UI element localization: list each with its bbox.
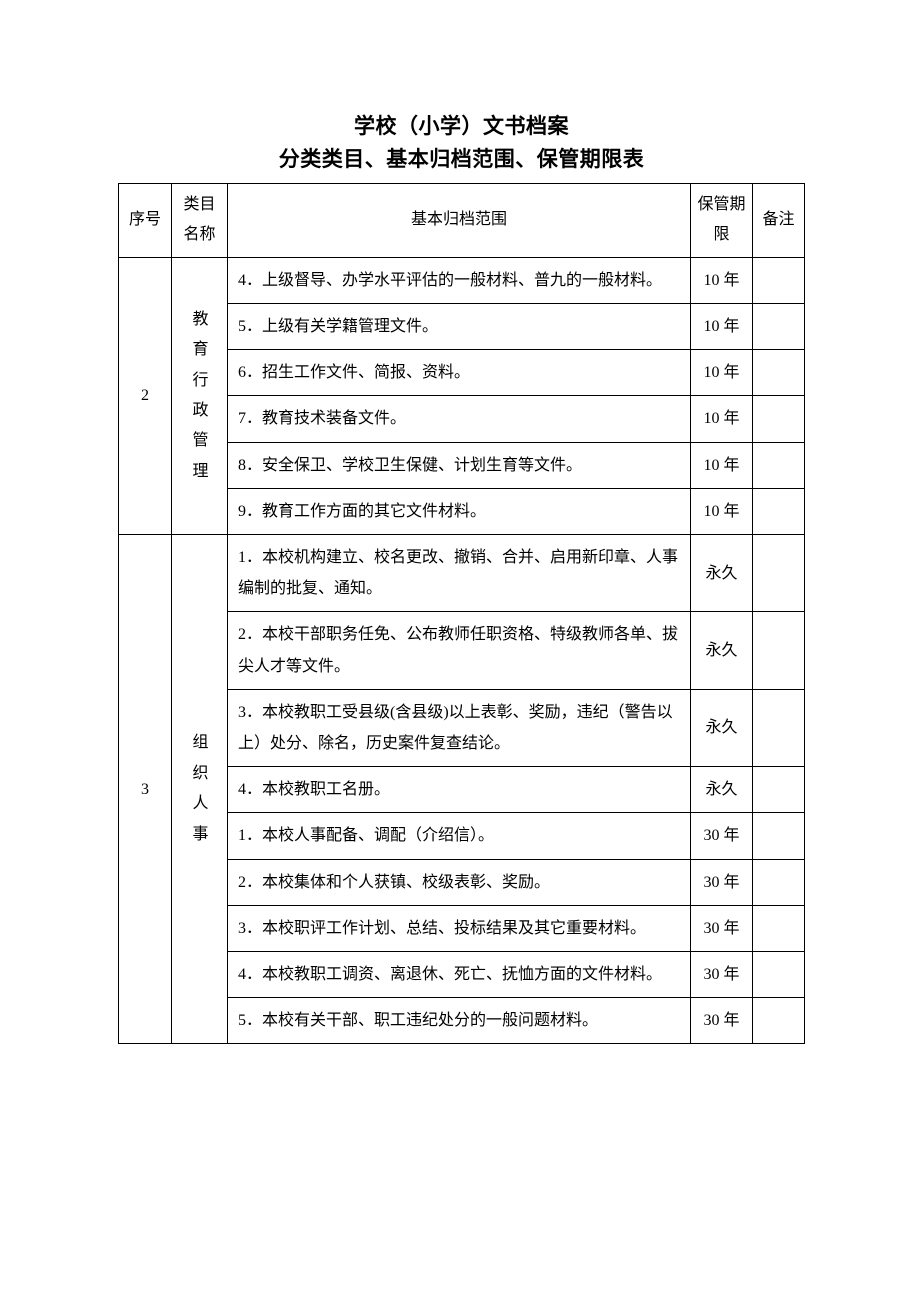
category-text: 组织人事	[192, 734, 208, 842]
retention-cell: 10 年	[691, 350, 753, 396]
header-note: 备注	[753, 184, 805, 258]
document-title-block: 学校（小学）文书档案 分类类目、基本归档范围、保管期限表	[118, 110, 805, 175]
note-cell	[753, 813, 805, 859]
desc-cell: 9．教育工作方面的其它文件材料。	[228, 488, 691, 534]
retention-cell: 30 年	[691, 813, 753, 859]
retention-cell: 10 年	[691, 304, 753, 350]
category-text: 教育行政管理	[192, 311, 208, 480]
note-cell	[753, 998, 805, 1044]
note-cell	[753, 905, 805, 951]
title-line-1: 学校（小学）文书档案	[118, 110, 805, 143]
header-desc: 基本归档范围	[228, 184, 691, 258]
seq-cell: 2	[119, 257, 172, 534]
desc-cell: 3．本校职评工作计划、总结、投标结果及其它重要材料。	[228, 905, 691, 951]
note-cell	[753, 612, 805, 689]
note-cell	[753, 350, 805, 396]
desc-cell: 7．教育技术装备文件。	[228, 396, 691, 442]
header-category: 类目名称	[172, 184, 228, 258]
seq-cell: 3	[119, 535, 172, 1044]
retention-cell: 30 年	[691, 998, 753, 1044]
retention-cell: 10 年	[691, 488, 753, 534]
table-body: 2 教育行政管理 4．上级督导、办学水平评估的一般材料、普九的一般材料。 10 …	[119, 257, 805, 1043]
desc-cell: 2．本校干部职务任免、公布教师任职资格、特级教师各单、拔尖人才等文件。	[228, 612, 691, 689]
desc-cell: 1．本校机构建立、校名更改、撤销、合并、启用新印章、人事编制的批复、通知。	[228, 535, 691, 612]
category-cell: 组织人事	[172, 535, 228, 1044]
archive-table: 序号 类目名称 基本归档范围 保管期限 备注 2 教育行政管理 4．上级督导、办…	[118, 183, 805, 1044]
desc-cell: 4．本校教职工名册。	[228, 767, 691, 813]
note-cell	[753, 304, 805, 350]
retention-cell: 永久	[691, 767, 753, 813]
header-retention: 保管期限	[691, 184, 753, 258]
retention-cell: 30 年	[691, 859, 753, 905]
note-cell	[753, 951, 805, 997]
note-cell	[753, 396, 805, 442]
title-line-2: 分类类目、基本归档范围、保管期限表	[118, 143, 805, 176]
desc-cell: 4．本校教职工调资、离退休、死亡、抚恤方面的文件材料。	[228, 951, 691, 997]
desc-cell: 8．安全保卫、学校卫生保健、计划生育等文件。	[228, 442, 691, 488]
desc-cell: 3．本校教职工受县级(含县级)以上表彰、奖励，违纪（警告以上）处分、除名，历史案…	[228, 689, 691, 766]
desc-cell: 4．上级督导、办学水平评估的一般材料、普九的一般材料。	[228, 257, 691, 303]
retention-cell: 10 年	[691, 257, 753, 303]
note-cell	[753, 488, 805, 534]
note-cell	[753, 859, 805, 905]
table-header-row: 序号 类目名称 基本归档范围 保管期限 备注	[119, 184, 805, 258]
desc-cell: 5．本校有关干部、职工违纪处分的一般问题材料。	[228, 998, 691, 1044]
note-cell	[753, 535, 805, 612]
desc-cell: 5．上级有关学籍管理文件。	[228, 304, 691, 350]
table-row: 3 组织人事 1．本校机构建立、校名更改、撤销、合并、启用新印章、人事编制的批复…	[119, 535, 805, 612]
retention-cell: 30 年	[691, 951, 753, 997]
retention-cell: 10 年	[691, 396, 753, 442]
note-cell	[753, 767, 805, 813]
category-cell: 教育行政管理	[172, 257, 228, 534]
retention-cell: 30 年	[691, 905, 753, 951]
note-cell	[753, 689, 805, 766]
header-seq: 序号	[119, 184, 172, 258]
desc-cell: 2．本校集体和个人获镇、校级表彰、奖励。	[228, 859, 691, 905]
table-row: 2 教育行政管理 4．上级督导、办学水平评估的一般材料、普九的一般材料。 10 …	[119, 257, 805, 303]
retention-cell: 10 年	[691, 442, 753, 488]
retention-cell: 永久	[691, 689, 753, 766]
note-cell	[753, 442, 805, 488]
retention-cell: 永久	[691, 535, 753, 612]
desc-cell: 6．招生工作文件、简报、资料。	[228, 350, 691, 396]
retention-cell: 永久	[691, 612, 753, 689]
desc-cell: 1．本校人事配备、调配（介绍信）。	[228, 813, 691, 859]
note-cell	[753, 257, 805, 303]
